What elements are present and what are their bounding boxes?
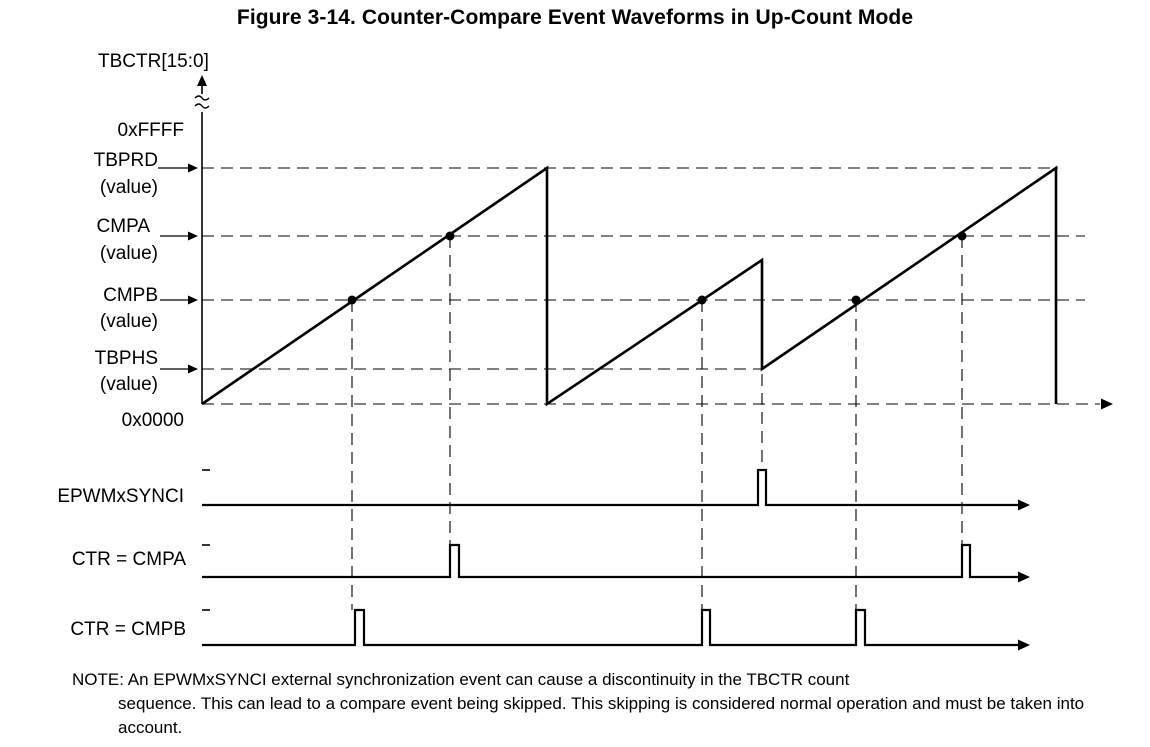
level-label-max: 0xFFFF [118, 120, 185, 141]
y-axis-label: TBCTR[15:0] [98, 51, 209, 72]
sync-arrow-icon [1018, 499, 1030, 511]
level-label-tbprd: TBPRD [94, 150, 158, 171]
level-label-cmpa-value: (value) [100, 243, 158, 264]
axis-break-icon [194, 95, 210, 109]
figure-note: NOTE: An EPWMxSYNCI external synchroniza… [72, 668, 1132, 740]
signal-row-cmpa: CTR = CMPA [72, 543, 1030, 583]
compare-match-points [347, 231, 967, 305]
level-label-cmpb: CMPB [103, 285, 158, 306]
signal-label-sync: EPWMxSYNCI [57, 486, 184, 507]
cmpb-match-dot [697, 295, 707, 305]
tbctr-waveform [201, 165, 1058, 407]
signal-label-cmpa: CTR = CMPA [72, 549, 187, 570]
level-label-tbphs-value: (value) [100, 374, 158, 395]
y-axis-arrow-icon [197, 75, 207, 86]
cmpb-match-dot [851, 295, 861, 305]
level-label-tbprd-value: (value) [100, 177, 158, 198]
note-continuation: sequence. This can lead to a compare eve… [118, 694, 1085, 737]
cmpb-match-dot [347, 295, 357, 305]
cmpa-arrow-icon [1018, 571, 1030, 583]
time-axis-arrow-icon [1101, 398, 1113, 410]
waveform-diagram: TBCTR[15:0] 0xFFFF TBPRD (value) CMPA (v… [57, 51, 1113, 651]
projection-lines [351, 236, 963, 610]
level-label-cmpa: CMPA [97, 216, 151, 237]
signal-row-sync: EPWMxSYNCI [57, 468, 1030, 511]
signal-row-cmpb: CTR = CMPB [70, 608, 1030, 651]
signal-label-cmpb: CTR = CMPB [70, 619, 186, 640]
y-axis: TBCTR[15:0] [98, 51, 210, 404]
cmpa-match-dot [957, 231, 967, 241]
note-first-line: NOTE: An EPWMxSYNCI external synchroniza… [72, 670, 850, 689]
level-label-tbphs: TBPHS [95, 348, 158, 369]
reference-lines [202, 167, 1100, 405]
level-label-zero: 0x0000 [122, 410, 184, 431]
level-label-cmpb-value: (value) [100, 311, 158, 332]
figure-title: Figure 3-14. Counter-Compare Event Wavef… [236, 6, 914, 29]
level-labels: 0xFFFF TBPRD (value) CMPA (value) CMPB (… [94, 120, 184, 431]
level-leaders [158, 163, 198, 374]
cmpa-match-dot [445, 231, 455, 241]
cmpb-arrow-icon [1018, 639, 1030, 651]
